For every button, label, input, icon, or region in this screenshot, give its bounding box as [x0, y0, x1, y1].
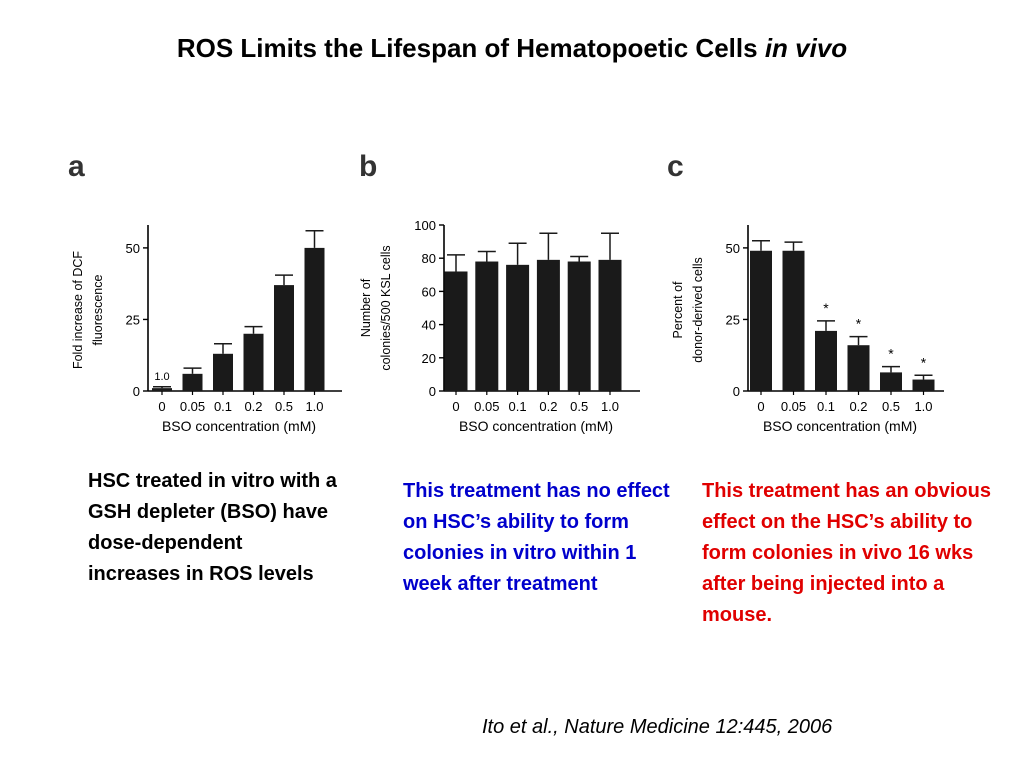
chart-b-bar — [567, 261, 591, 391]
slide-title-emphasis: in vivo — [764, 33, 848, 63]
chart-c-y-label: Percent of — [671, 281, 685, 339]
chart-c-y-tick-label: 25 — [726, 312, 740, 327]
chart-c-x-tick-label: 0 — [757, 399, 764, 414]
chart-b-y-tick-label: 20 — [422, 351, 436, 366]
panel-letter-a: a — [68, 150, 85, 183]
chart-b-x-tick-label: 0.1 — [509, 399, 527, 414]
chart-b-x-tick-label: 1.0 — [601, 399, 619, 414]
chart-b-y-label: Number of — [359, 278, 373, 337]
chart-a-x-tick-label: 0.2 — [244, 399, 262, 414]
chart-b-bar — [598, 259, 622, 391]
chart-c-bar — [815, 330, 837, 391]
chart-a-bar — [213, 353, 233, 391]
chart-c-x-tick-label: 1.0 — [914, 399, 932, 414]
chart-c-y-tick-label: 50 — [726, 241, 740, 256]
chart-a-y-label: fluorescence — [91, 275, 105, 346]
chart-a-y-tick-label: 50 — [126, 241, 140, 256]
chart-b-bar — [536, 259, 560, 391]
chart-a-bar — [243, 333, 264, 391]
chart-a-bar — [274, 285, 294, 391]
panel-letter-b: b — [359, 150, 378, 183]
chart-c-x-tick-label: 0.5 — [882, 399, 900, 414]
chart-b-x-tick-label: 0.2 — [539, 399, 557, 414]
chart-b-bar — [475, 261, 499, 391]
chart-a-fold-increase-dcf: 0 25 50 Fold increase of DCF fluorescence 0 0.… — [71, 225, 342, 434]
chart-b-y-tick-label: 0 — [429, 384, 436, 399]
chart-a-x-tick-label: 0.05 — [180, 399, 205, 414]
chart-b-bar — [506, 264, 530, 391]
chart-c-x-tick-label: 0.05 — [781, 399, 806, 414]
caption-in-vivo: This treatment has an obvious effect on … — [702, 480, 991, 626]
chart-a-y-label: Fold increase of DCF — [71, 251, 85, 369]
chart-b-y-label: colonies/500 KSL cells — [379, 245, 393, 370]
chart-a-x-tick-label: 0.1 — [214, 399, 232, 414]
chart-a-y-tick-label: 0 — [133, 384, 140, 399]
chart-b-x-tick-label: 0 — [452, 399, 459, 414]
chart-b-x-label: BSO concentration (mM) — [459, 418, 613, 434]
chart-c-x-tick-label: 0.2 — [849, 399, 867, 414]
chart-a-bar — [182, 373, 203, 391]
chart-c-y-tick-label: 0 — [733, 384, 740, 399]
chart-b-bar — [444, 271, 468, 391]
chart-c-x-tick-label: 0.1 — [817, 399, 835, 414]
chart-a-bar — [304, 247, 325, 391]
chart-a-x-tick-label: 0 — [158, 399, 165, 414]
slide-title: ROS Limits the Lifespan of Hematopoetic … — [0, 33, 1024, 64]
chart-c-significance-mark: * — [856, 316, 862, 332]
chart-a-data-label: 1.0 — [154, 371, 169, 383]
chart-b-y-tick-label: 80 — [422, 251, 436, 266]
chart-a-y-tick-label: 25 — [126, 312, 140, 327]
caption-ros-levels: HSC treated in vitro with a GSH depleter… — [88, 470, 337, 585]
chart-b-y-tick-label: 100 — [414, 218, 436, 233]
chart-b-colony-number: 0 20 40 60 80 100 Number of colonies/500 KSL ce… — [359, 218, 640, 434]
chart-a-x-tick-label: 0.5 — [275, 399, 293, 414]
chart-c-bar — [880, 372, 902, 391]
chart-c-significance-mark: * — [823, 300, 829, 316]
citation: Ito et al., Nature Medicine 12:445, 2006 — [482, 716, 833, 738]
chart-c-y-label: donor-derived cells — [691, 257, 705, 363]
chart-b-y-tick-label: 40 — [422, 318, 436, 333]
chart-a-x-label: BSO concentration (mM) — [162, 418, 316, 434]
chart-b-y-tick-label: 60 — [422, 284, 436, 299]
panel-letter-c: c — [667, 150, 684, 183]
caption-in-vitro: This treatment has no effect on HSC’s ab… — [403, 480, 670, 595]
chart-c-bar — [782, 250, 805, 391]
chart-b-x-tick-label: 0.5 — [570, 399, 588, 414]
chart-c-bar — [847, 345, 870, 391]
chart-a-bar — [152, 388, 172, 391]
chart-b-x-tick-label: 0.05 — [474, 399, 499, 414]
chart-c-donor-derived-cells: 0 25 50 Percent of donor-derived cells 0 0.05 0… — [671, 225, 944, 434]
chart-c-x-label: BSO concentration (mM) — [763, 418, 917, 434]
chart-a-x-tick-label: 1.0 — [305, 399, 323, 414]
slide-title-main: ROS Limits the Lifespan of Hematopoetic … — [176, 33, 758, 63]
chart-c-significance-mark: * — [921, 354, 927, 370]
chart-c-bar — [912, 379, 935, 391]
chart-c-bar — [750, 250, 772, 391]
chart-c-significance-mark: * — [888, 346, 894, 362]
